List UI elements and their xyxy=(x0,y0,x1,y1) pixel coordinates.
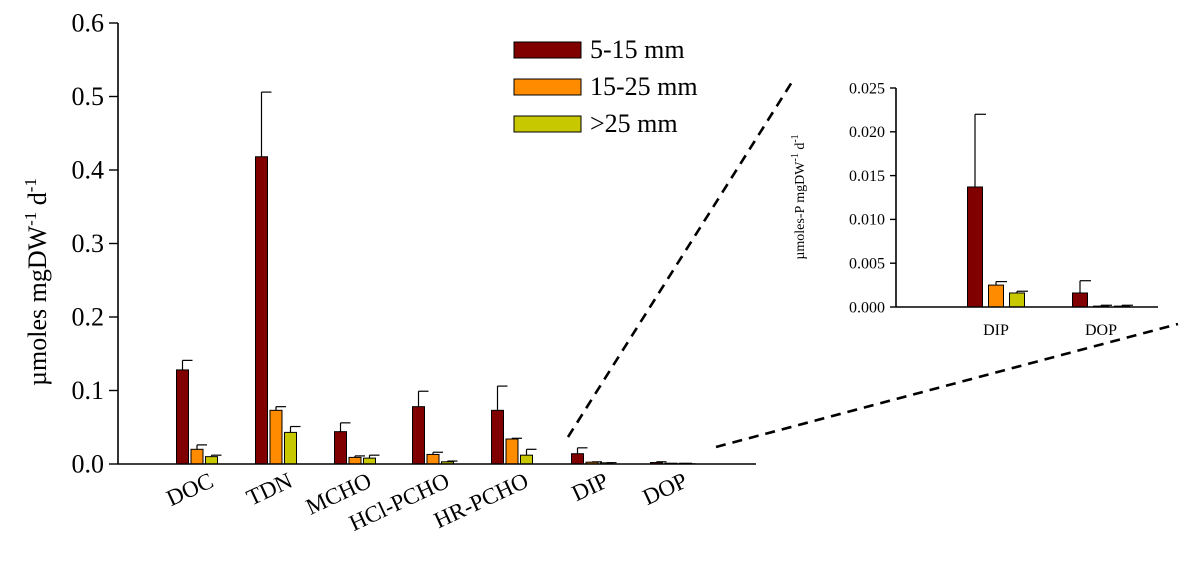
main-bar-tdn-s1 xyxy=(255,156,268,465)
main-x-label-doc: DOC xyxy=(163,468,218,511)
main-bars xyxy=(176,91,696,465)
main-y-tick-label: 0.5 xyxy=(72,82,105,111)
legend: 5-15 mm 15-25 mm >25 mm xyxy=(513,35,698,138)
inset-y-axis-label-base: µmoles-P mgDW xyxy=(793,161,808,260)
legend-label-3: >25 mm xyxy=(590,109,678,138)
main-y-tick-label: 0.2 xyxy=(72,303,105,332)
main-y-axis-label-sup1: -1 xyxy=(21,212,40,226)
main-y-tick-label: 0.4 xyxy=(72,156,105,185)
inset-y-tick-label: 0.010 xyxy=(849,212,885,229)
legend-swatch-3 xyxy=(513,115,582,133)
legend-label-1: 5-15 mm xyxy=(590,35,685,64)
main-x-label-dop: DOP xyxy=(639,468,691,510)
main-y-tick-label: 0.3 xyxy=(72,229,105,258)
main-bar-mcho-s1 xyxy=(334,431,347,465)
main-y-tick-label: 0.6 xyxy=(72,9,105,38)
inset-bar-dip-s1 xyxy=(967,186,983,308)
zoom-connector-top xyxy=(566,81,794,438)
inset-bar-dop-s1 xyxy=(1072,292,1088,308)
main-bar-mcho-s3 xyxy=(363,457,376,465)
inset-y-tick-label: 0.025 xyxy=(849,80,885,97)
inset-bars xyxy=(967,113,1133,308)
main-bar-dip-s1 xyxy=(571,453,584,465)
main-y-tick-label: 0.0 xyxy=(72,450,105,479)
inset-y-tick-label: 0.000 xyxy=(849,299,885,316)
zoom-connector-bottom xyxy=(715,322,1179,449)
legend-label-2: 15-25 mm xyxy=(590,72,698,101)
main-bar-tdn-s3 xyxy=(284,431,297,465)
main-bar-hcl-pcho-s2 xyxy=(426,453,440,465)
main-bar-hr-pcho-s3 xyxy=(520,454,533,465)
legend-swatch-2 xyxy=(513,78,582,96)
inset-x-label-dip: DIP xyxy=(983,322,1009,339)
main-x-label-dip: DIP xyxy=(568,468,612,506)
main-bar-mcho-s2 xyxy=(348,456,362,465)
legend-swatch-1 xyxy=(513,41,582,59)
inset-y-axis-label-sup2: -1 xyxy=(790,134,801,142)
main-bar-hr-pcho-s2 xyxy=(505,438,519,465)
main-bar-tdn-s2 xyxy=(269,409,283,465)
inset-y-axis-label-sup1: -1 xyxy=(790,153,801,161)
inset-y-tick-label: 0.005 xyxy=(849,255,885,272)
inset-chart: µmoles-P mgDW-1 d-1 0.0000.0050.0100.015… xyxy=(790,80,1158,339)
inset-x-axis-labels: DIP DOP xyxy=(983,322,1117,339)
inset-x-label-dop: DOP xyxy=(1085,322,1117,339)
main-x-label-tdn: TDN xyxy=(243,468,297,511)
main-bar-doc-s1 xyxy=(176,369,189,465)
inset-y-axis-label-mid: d xyxy=(793,143,808,154)
main-bar-hr-pcho-s1 xyxy=(491,409,504,465)
inset-bar-dip-s3 xyxy=(1009,292,1025,308)
main-y-axis-label-mid: d xyxy=(23,192,52,212)
inset-y-axis-ticks: 0.000 0.005 0.010 0.015 0.020 0.025 xyxy=(849,80,896,316)
inset-y-tick-label: 0.020 xyxy=(849,124,885,141)
inset-bar-dip-s2 xyxy=(988,284,1004,308)
main-y-axis-ticks: 0.0 0.1 0.2 0.3 0.4 0.5 0.6 xyxy=(72,9,118,479)
main-y-tick-label: 0.1 xyxy=(72,376,105,405)
inset-y-tick-label: 0.015 xyxy=(849,168,885,185)
inset-y-axis-label: µmoles-P mgDW-1 d-1 xyxy=(790,134,808,259)
main-bar-doc-s3 xyxy=(205,456,218,465)
main-bar-doc-s2 xyxy=(190,448,204,465)
main-y-axis-label-base: µmoles mgDW xyxy=(23,225,52,386)
main-y-axis-label-sup2: -1 xyxy=(21,178,40,192)
main-bar-hcl-pcho-s1 xyxy=(412,406,425,465)
main-y-axis-label: µmoles mgDW-1 d-1 xyxy=(21,178,52,386)
